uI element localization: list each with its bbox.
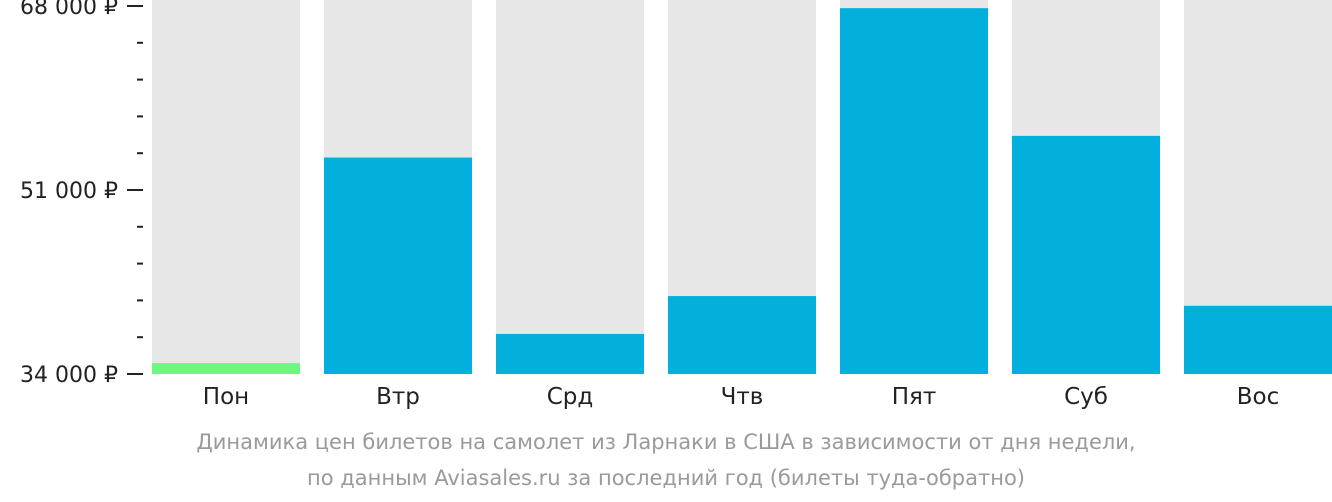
x-axis-labels: Пон Втр Срд Чтв Пят Суб Вос: [203, 384, 1279, 410]
chart-caption-line-2: по данным Aviasales.ru за последний год …: [307, 466, 1025, 490]
x-tick-label: Срд: [547, 384, 594, 410]
bar-2: [324, 157, 472, 374]
bar-6: [1012, 135, 1160, 374]
bar-1: [152, 363, 300, 374]
y-tick-label: 68 000 ₽: [20, 0, 118, 20]
bar-track: [152, 0, 300, 374]
y-tick-label: 51 000 ₽: [20, 179, 118, 204]
bar-3: [496, 333, 644, 374]
x-tick-label: Втр: [376, 384, 420, 410]
chart-caption-line-1: Динамика цен билетов на самолет из Ларна…: [196, 430, 1136, 454]
x-tick-label: Пон: [203, 384, 249, 410]
y-tick-label: 34 000 ₽: [20, 363, 118, 388]
x-tick-label: Вос: [1237, 384, 1280, 410]
bar-5: [840, 8, 988, 375]
y-axis: 34 000 ₽ 51 000 ₽ 68 000 ₽: [20, 0, 143, 388]
bar-7: [1184, 305, 1332, 374]
bar-chart: 34 000 ₽ 51 000 ₽ 68 000 ₽ Пон Втр Срд Чтв Пят…: [20, 0, 1332, 410]
bars: [152, 8, 1332, 375]
x-tick-label: Пят: [892, 384, 937, 410]
bar-track: [496, 0, 644, 374]
x-tick-label: Суб: [1064, 384, 1108, 410]
x-tick-label: Чтв: [721, 384, 764, 410]
bar-4: [668, 296, 816, 374]
